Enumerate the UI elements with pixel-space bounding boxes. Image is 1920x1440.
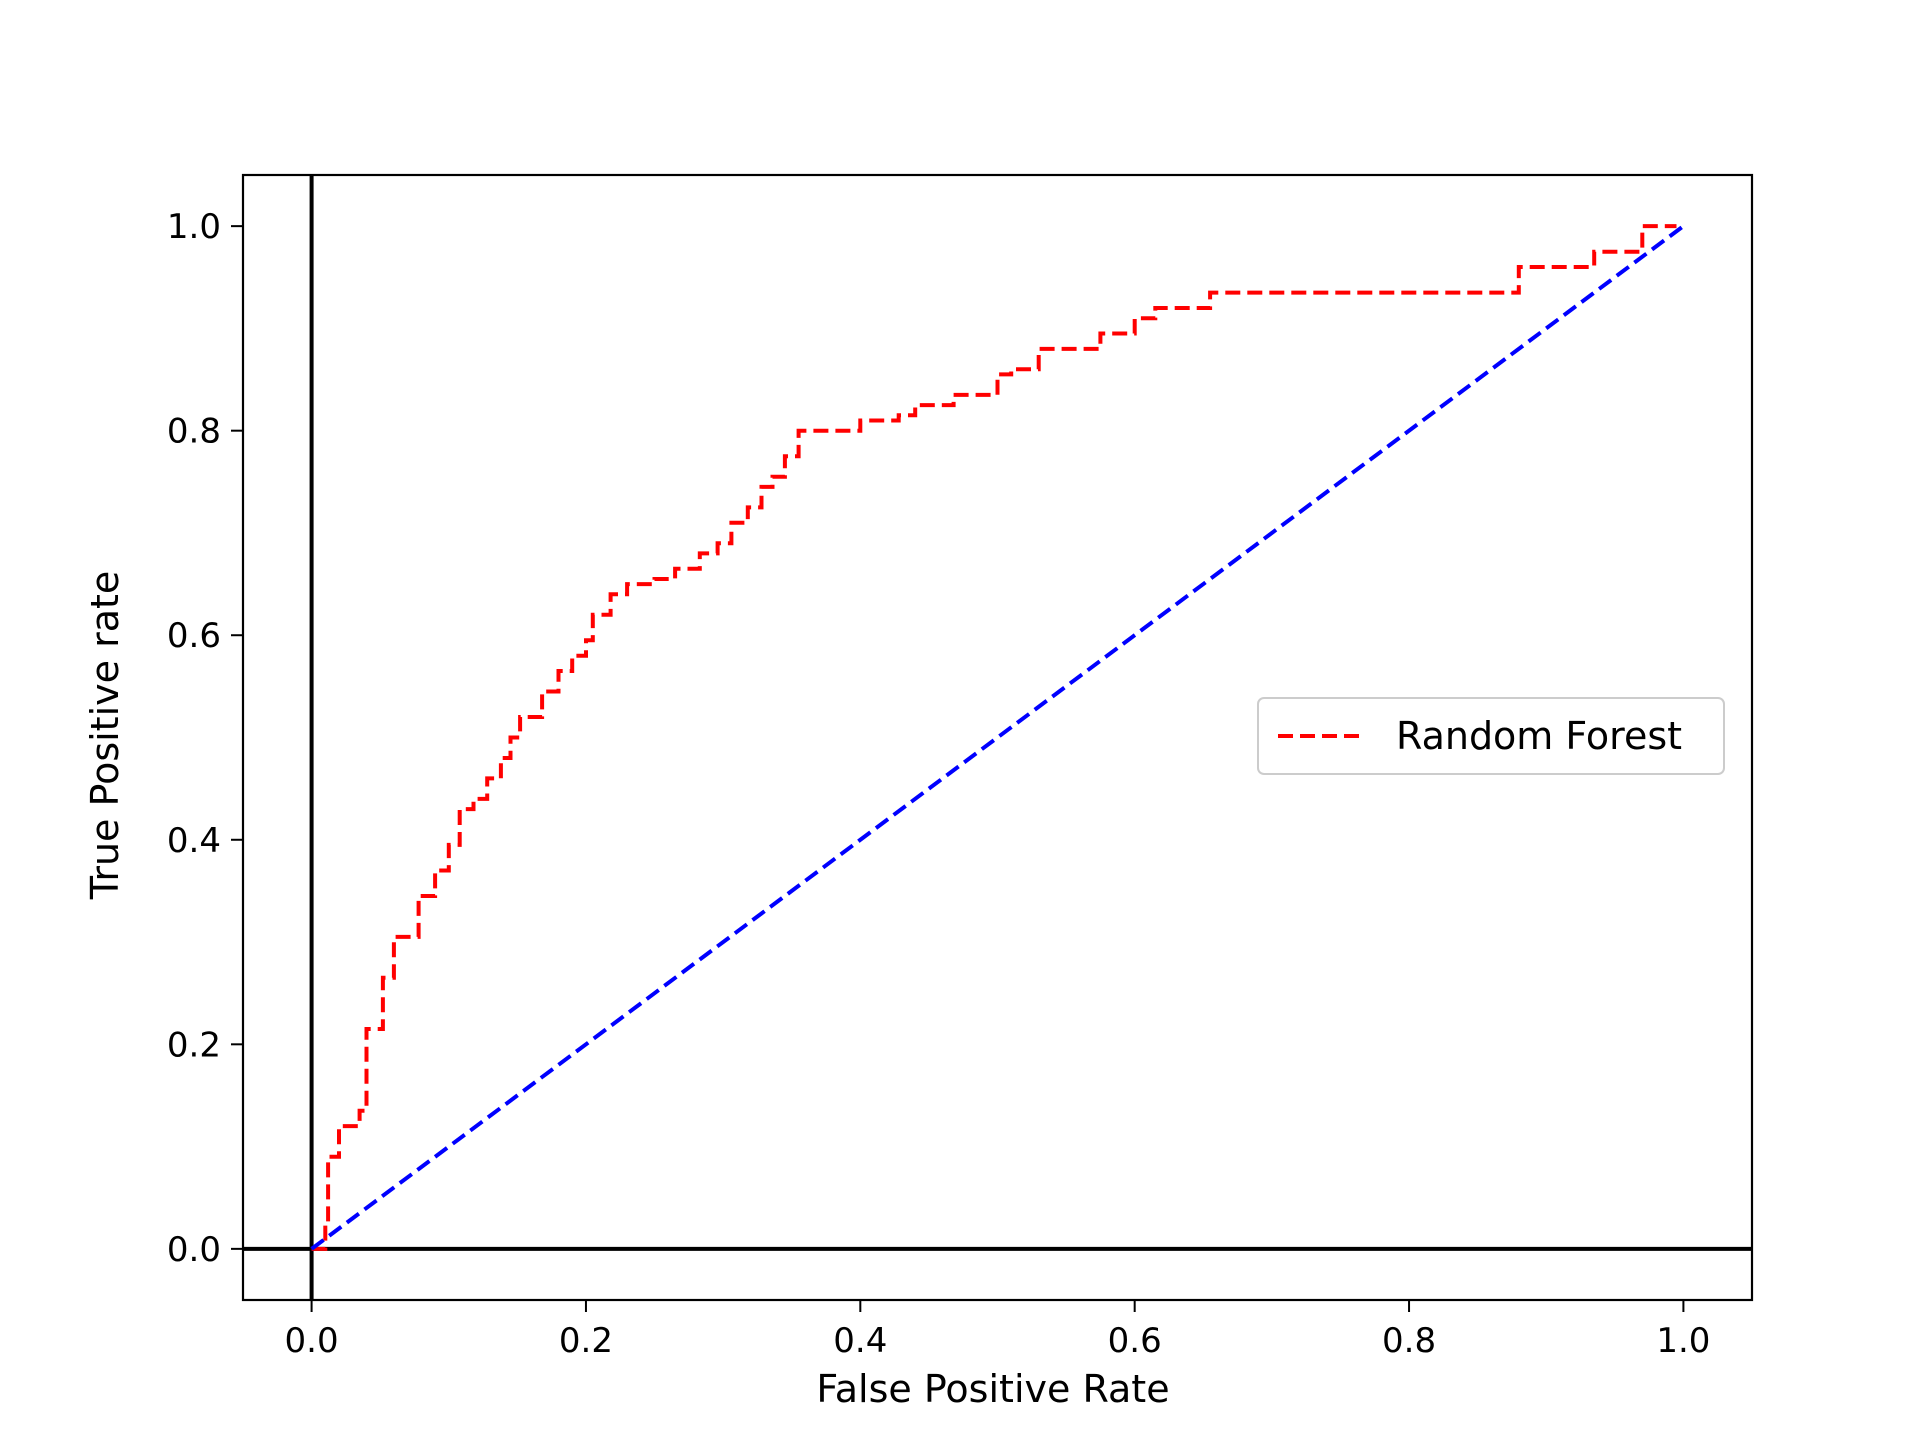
x-axis-label: False Positive Rate xyxy=(816,1367,1169,1411)
y-tick-label: 0.4 xyxy=(167,821,221,861)
plot-area xyxy=(241,173,1754,1302)
legend: Random Forest xyxy=(1257,697,1725,775)
legend-frame xyxy=(1257,697,1725,775)
y-tick-label: 0.2 xyxy=(167,1025,221,1065)
y-axis-label: True Positive rate xyxy=(83,571,127,901)
x-tick-label: 1.0 xyxy=(1656,1321,1710,1361)
series-line-random-forest xyxy=(311,224,1677,1251)
legend-label-random-forest: Random Forest xyxy=(1396,714,1682,758)
y-tick-label: 0.8 xyxy=(167,412,221,452)
y-tick-label: 0.0 xyxy=(167,1230,221,1270)
x-tick-label: 0.8 xyxy=(1382,1321,1436,1361)
y-tick-label: 1.0 xyxy=(167,207,221,247)
x-tick-label: 0.4 xyxy=(833,1321,887,1361)
y-axis-ticks: 0.0 0.2 0.4 0.6 0.8 1.0 xyxy=(167,207,243,1270)
x-axis-ticks: 0.0 0.2 0.4 0.6 0.8 1.0 xyxy=(285,1300,1710,1361)
axes-frame xyxy=(241,173,1754,1302)
x-tick-label: 0.6 xyxy=(1108,1321,1162,1361)
x-tick-label: 0.0 xyxy=(285,1321,339,1361)
y-tick-label: 0.6 xyxy=(167,616,221,656)
x-tick-label: 0.2 xyxy=(559,1321,613,1361)
